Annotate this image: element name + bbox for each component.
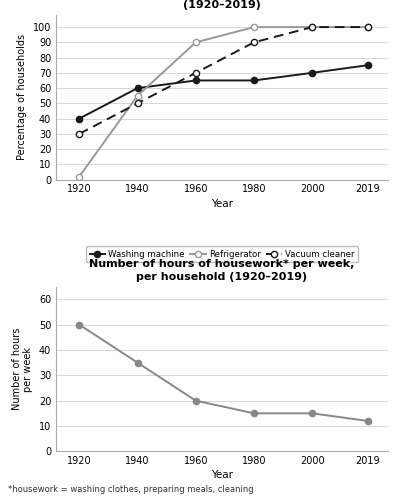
Title: Number of hours of housework* per week,
per household (1920–2019): Number of hours of housework* per week, …	[89, 258, 355, 282]
Title: Percentage of households with electrical appliances
(1920–2019): Percentage of households with electrical…	[59, 0, 385, 10]
X-axis label: Year: Year	[211, 470, 233, 481]
Y-axis label: Percentage of households: Percentage of households	[17, 34, 27, 160]
X-axis label: Year: Year	[211, 198, 233, 209]
Text: *housework = washing clothes, preparing meals, cleaning: *housework = washing clothes, preparing …	[8, 485, 254, 494]
Legend: Washing machine, Refrigerator, Vacuum cleaner: Washing machine, Refrigerator, Vacuum cl…	[86, 247, 358, 262]
Y-axis label: Number of hours
per week: Number of hours per week	[12, 328, 33, 410]
